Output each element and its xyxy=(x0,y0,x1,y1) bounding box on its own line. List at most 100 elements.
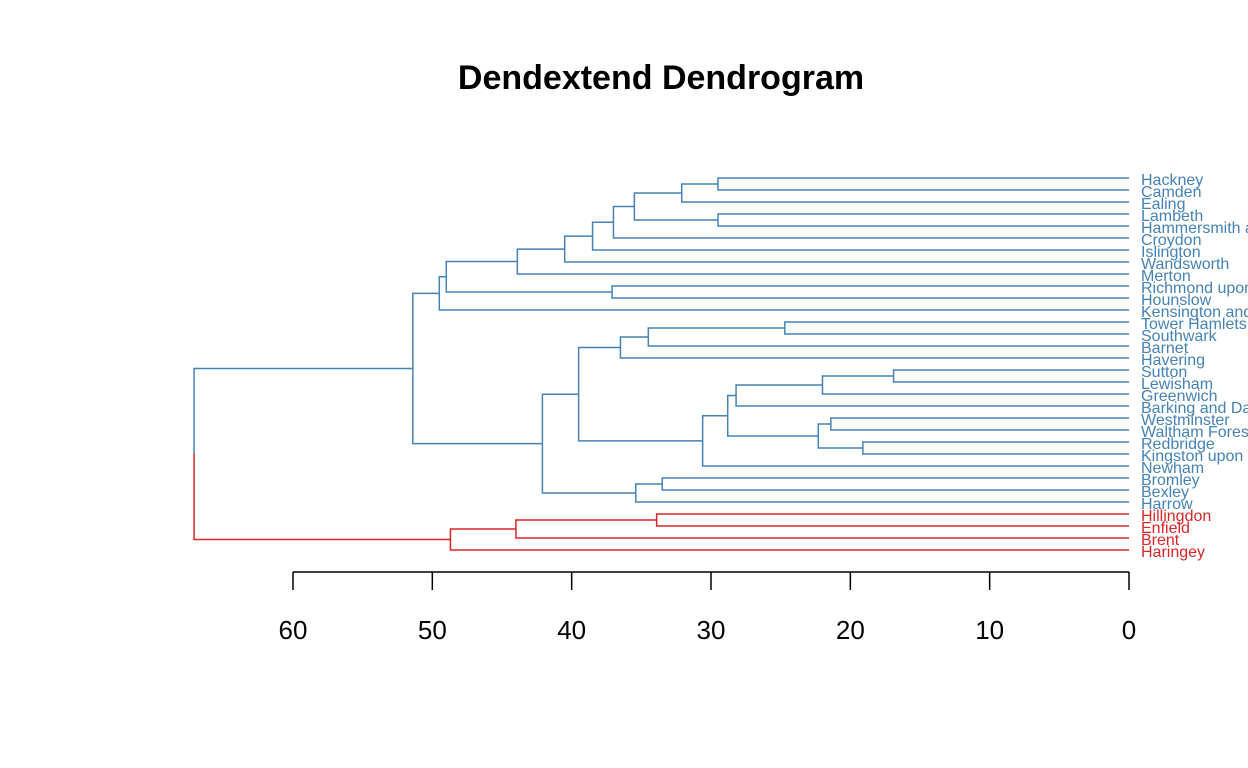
x-tick-label: 0 xyxy=(1122,615,1136,645)
branch xyxy=(701,440,1129,467)
branch xyxy=(515,529,1129,539)
leaf-label: Waltham Forest xyxy=(1141,424,1248,441)
branch xyxy=(611,285,1129,292)
branch xyxy=(817,436,863,449)
branch xyxy=(655,513,1129,520)
leaf-label: Islington xyxy=(1141,244,1201,261)
leaf-label: Hammersmith and Fulham xyxy=(1141,220,1248,237)
branch xyxy=(635,493,1129,503)
branch xyxy=(412,292,440,369)
branch xyxy=(661,477,1129,484)
branch xyxy=(515,519,657,529)
leaf-label: Haringey xyxy=(1141,544,1205,561)
branch xyxy=(591,236,1129,251)
leaf-label: Westminster xyxy=(1141,412,1230,429)
branch xyxy=(577,346,621,395)
branch xyxy=(563,235,593,250)
leaf-label: Newham xyxy=(1141,460,1204,477)
leaf-label: Sutton xyxy=(1141,364,1187,381)
branch xyxy=(862,441,1129,448)
branch xyxy=(635,483,663,493)
branch xyxy=(193,453,451,541)
leaf-label: Kensington and Chelsea xyxy=(1141,304,1248,321)
leaf-label: Havering xyxy=(1141,352,1205,369)
branch xyxy=(619,336,649,348)
branch xyxy=(717,184,1129,191)
branch xyxy=(661,484,1129,491)
branch xyxy=(412,368,543,445)
leaf-label: Wandsworth xyxy=(1141,256,1229,273)
leaf-label: Kingston upon Thames xyxy=(1141,448,1248,465)
chart-title: Dendextend Dendrogram xyxy=(458,59,864,97)
branch xyxy=(784,321,1129,328)
branch xyxy=(612,222,1129,239)
branch xyxy=(784,328,1129,335)
x-tick-label: 40 xyxy=(557,615,586,645)
branch xyxy=(541,393,579,444)
branch xyxy=(680,193,1129,203)
branch xyxy=(726,415,819,437)
branch xyxy=(821,375,894,385)
branch xyxy=(717,220,1129,227)
branch xyxy=(611,292,1129,299)
x-tick-label: 30 xyxy=(697,615,726,645)
branch xyxy=(516,261,1129,275)
branch xyxy=(830,424,1129,431)
leaf-label: Bromley xyxy=(1141,472,1200,489)
branch xyxy=(717,177,1129,184)
leaf-label: Enfield xyxy=(1141,520,1190,537)
leaf-label: Harrow xyxy=(1141,496,1193,513)
branch xyxy=(445,276,613,293)
leaf-label: Southwark xyxy=(1141,328,1218,345)
branch xyxy=(892,369,1129,376)
leaf-label: Barnet xyxy=(1141,340,1189,357)
leaf-label: Lewisham xyxy=(1141,376,1213,393)
branch xyxy=(717,213,1129,220)
branch xyxy=(449,539,1129,551)
branch xyxy=(680,183,718,193)
branch xyxy=(701,415,728,441)
leaf-label: Brent xyxy=(1141,532,1180,549)
branch xyxy=(735,395,1129,407)
branch xyxy=(619,347,1129,359)
leaf-label: Camden xyxy=(1141,184,1201,201)
x-tick-label: 10 xyxy=(975,615,1004,645)
branch xyxy=(449,528,516,540)
branch xyxy=(541,443,636,494)
leaf-label: Croydon xyxy=(1141,232,1201,249)
leaf-label: Ealing xyxy=(1141,196,1185,213)
branch xyxy=(438,293,1129,311)
branch xyxy=(862,448,1129,455)
branch xyxy=(633,206,718,221)
branch xyxy=(633,192,682,207)
branch xyxy=(445,260,518,277)
branch xyxy=(612,205,635,223)
branch xyxy=(563,249,1129,263)
branch xyxy=(830,417,1129,424)
leaf-label: Richmond upon Thames xyxy=(1141,280,1248,297)
leaf-label: Merton xyxy=(1141,268,1191,285)
x-tick-label: 60 xyxy=(279,615,308,645)
leaf-label: Tower Hamlets xyxy=(1141,316,1247,333)
branch xyxy=(647,337,1129,347)
leaf-label: Greenwich xyxy=(1141,388,1217,405)
leaf-label: Hounslow xyxy=(1141,292,1212,309)
leaf-label: Bexley xyxy=(1141,484,1189,501)
branch xyxy=(655,520,1129,527)
branch xyxy=(892,376,1129,383)
x-tick-label: 50 xyxy=(418,615,447,645)
branch xyxy=(438,276,447,294)
branch xyxy=(726,394,737,416)
leaf-label: Barking and Dagenham xyxy=(1141,400,1248,417)
branch xyxy=(516,248,565,262)
branch xyxy=(735,384,823,396)
branch xyxy=(647,327,785,337)
leaf-label: Redbridge xyxy=(1141,436,1215,453)
branch xyxy=(577,394,703,442)
leaf-label: Hillingdon xyxy=(1141,508,1211,525)
branch xyxy=(821,385,1129,395)
leaf-label: Lambeth xyxy=(1141,208,1203,225)
branch xyxy=(817,423,831,436)
